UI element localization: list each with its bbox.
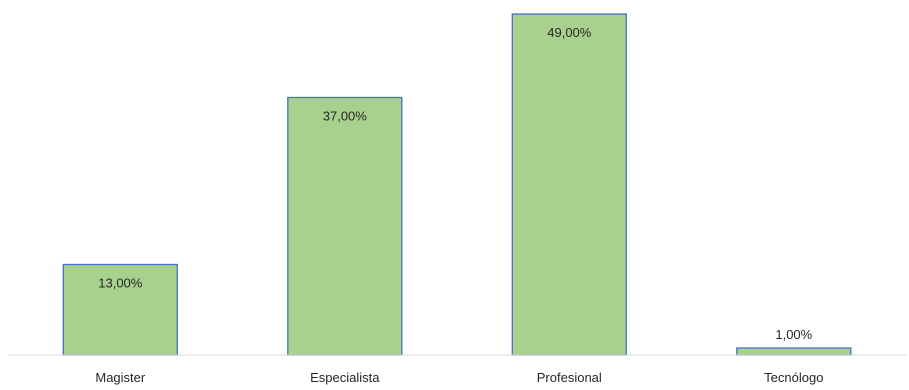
bars-layer: [63, 14, 851, 355]
data-label: 49,00%: [547, 25, 592, 40]
x-tick-label: Tecnólogo: [764, 370, 823, 385]
x-tick-labels-layer: Magister Especialista Profesional Tecnólogo: [95, 370, 823, 385]
x-tick-label: Profesional: [537, 370, 602, 385]
bar-tecnologo: [737, 348, 851, 355]
data-labels-layer: 13,00% 37,00% 49,00% 1,00%: [98, 25, 812, 342]
data-label: 1,00%: [775, 327, 812, 342]
x-tick-label: Especialista: [310, 370, 380, 385]
data-label: 13,00%: [98, 276, 143, 291]
bar-especialista: [288, 98, 402, 356]
bar-profesional: [512, 14, 626, 355]
x-tick-label: Magister: [95, 370, 146, 385]
data-label: 37,00%: [323, 109, 368, 124]
